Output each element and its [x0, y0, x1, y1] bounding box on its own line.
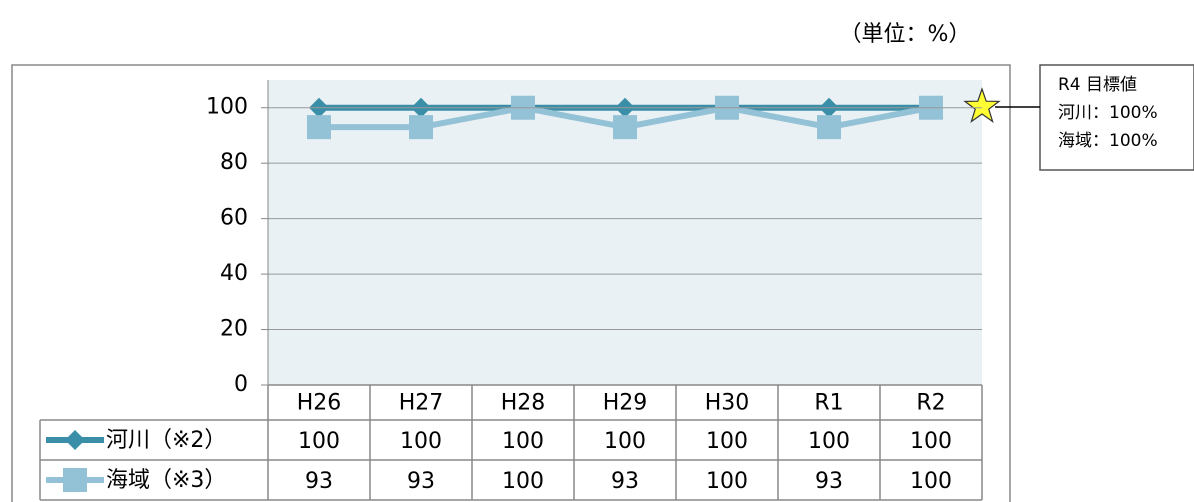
table-value: 100	[706, 469, 748, 494]
x-tick-label: H28	[501, 391, 546, 416]
x-tick-label: R2	[916, 391, 945, 416]
x-tick-label: R1	[814, 391, 843, 416]
table-value: 100	[298, 429, 340, 454]
unit-label: （単位：%）	[840, 22, 971, 47]
table-value: 93	[305, 469, 333, 494]
y-tick-label: 0	[234, 372, 248, 397]
marker	[817, 115, 841, 140]
table-value: 100	[502, 469, 544, 494]
legend-label: 河川（※2）	[106, 428, 226, 453]
table-value: 100	[910, 429, 952, 454]
table-value: 100	[604, 429, 646, 454]
y-tick-label: 60	[220, 206, 248, 231]
annotation-box	[1039, 64, 1194, 171]
x-tick-label: H29	[603, 391, 648, 416]
annotation-line: 河川：100%	[1058, 103, 1158, 123]
annotation-line: 海域：100%	[1058, 131, 1158, 151]
y-tick-label: 20	[220, 317, 248, 342]
table-value: 100	[808, 429, 850, 454]
x-tick-label: H26	[297, 391, 342, 416]
legend-label: 海域（※3）	[106, 468, 226, 493]
y-tick-label: 80	[220, 150, 248, 175]
y-tick-label: 40	[220, 261, 248, 286]
x-tick-label: H27	[399, 391, 444, 416]
marker	[307, 115, 331, 140]
x-tick-label: H30	[705, 391, 750, 416]
table-value: 100	[910, 469, 952, 494]
table-value: 93	[611, 469, 639, 494]
table-value: 93	[815, 469, 843, 494]
table-value: 100	[706, 429, 748, 454]
marker	[409, 115, 433, 140]
table-value: 100	[400, 429, 442, 454]
table-value: 93	[407, 469, 435, 494]
table-value: 100	[502, 429, 544, 454]
annotation-title: R4 目標値	[1058, 75, 1137, 95]
target-star	[963, 87, 1001, 124]
y-tick-label: 100	[206, 95, 248, 120]
marker	[613, 115, 637, 140]
